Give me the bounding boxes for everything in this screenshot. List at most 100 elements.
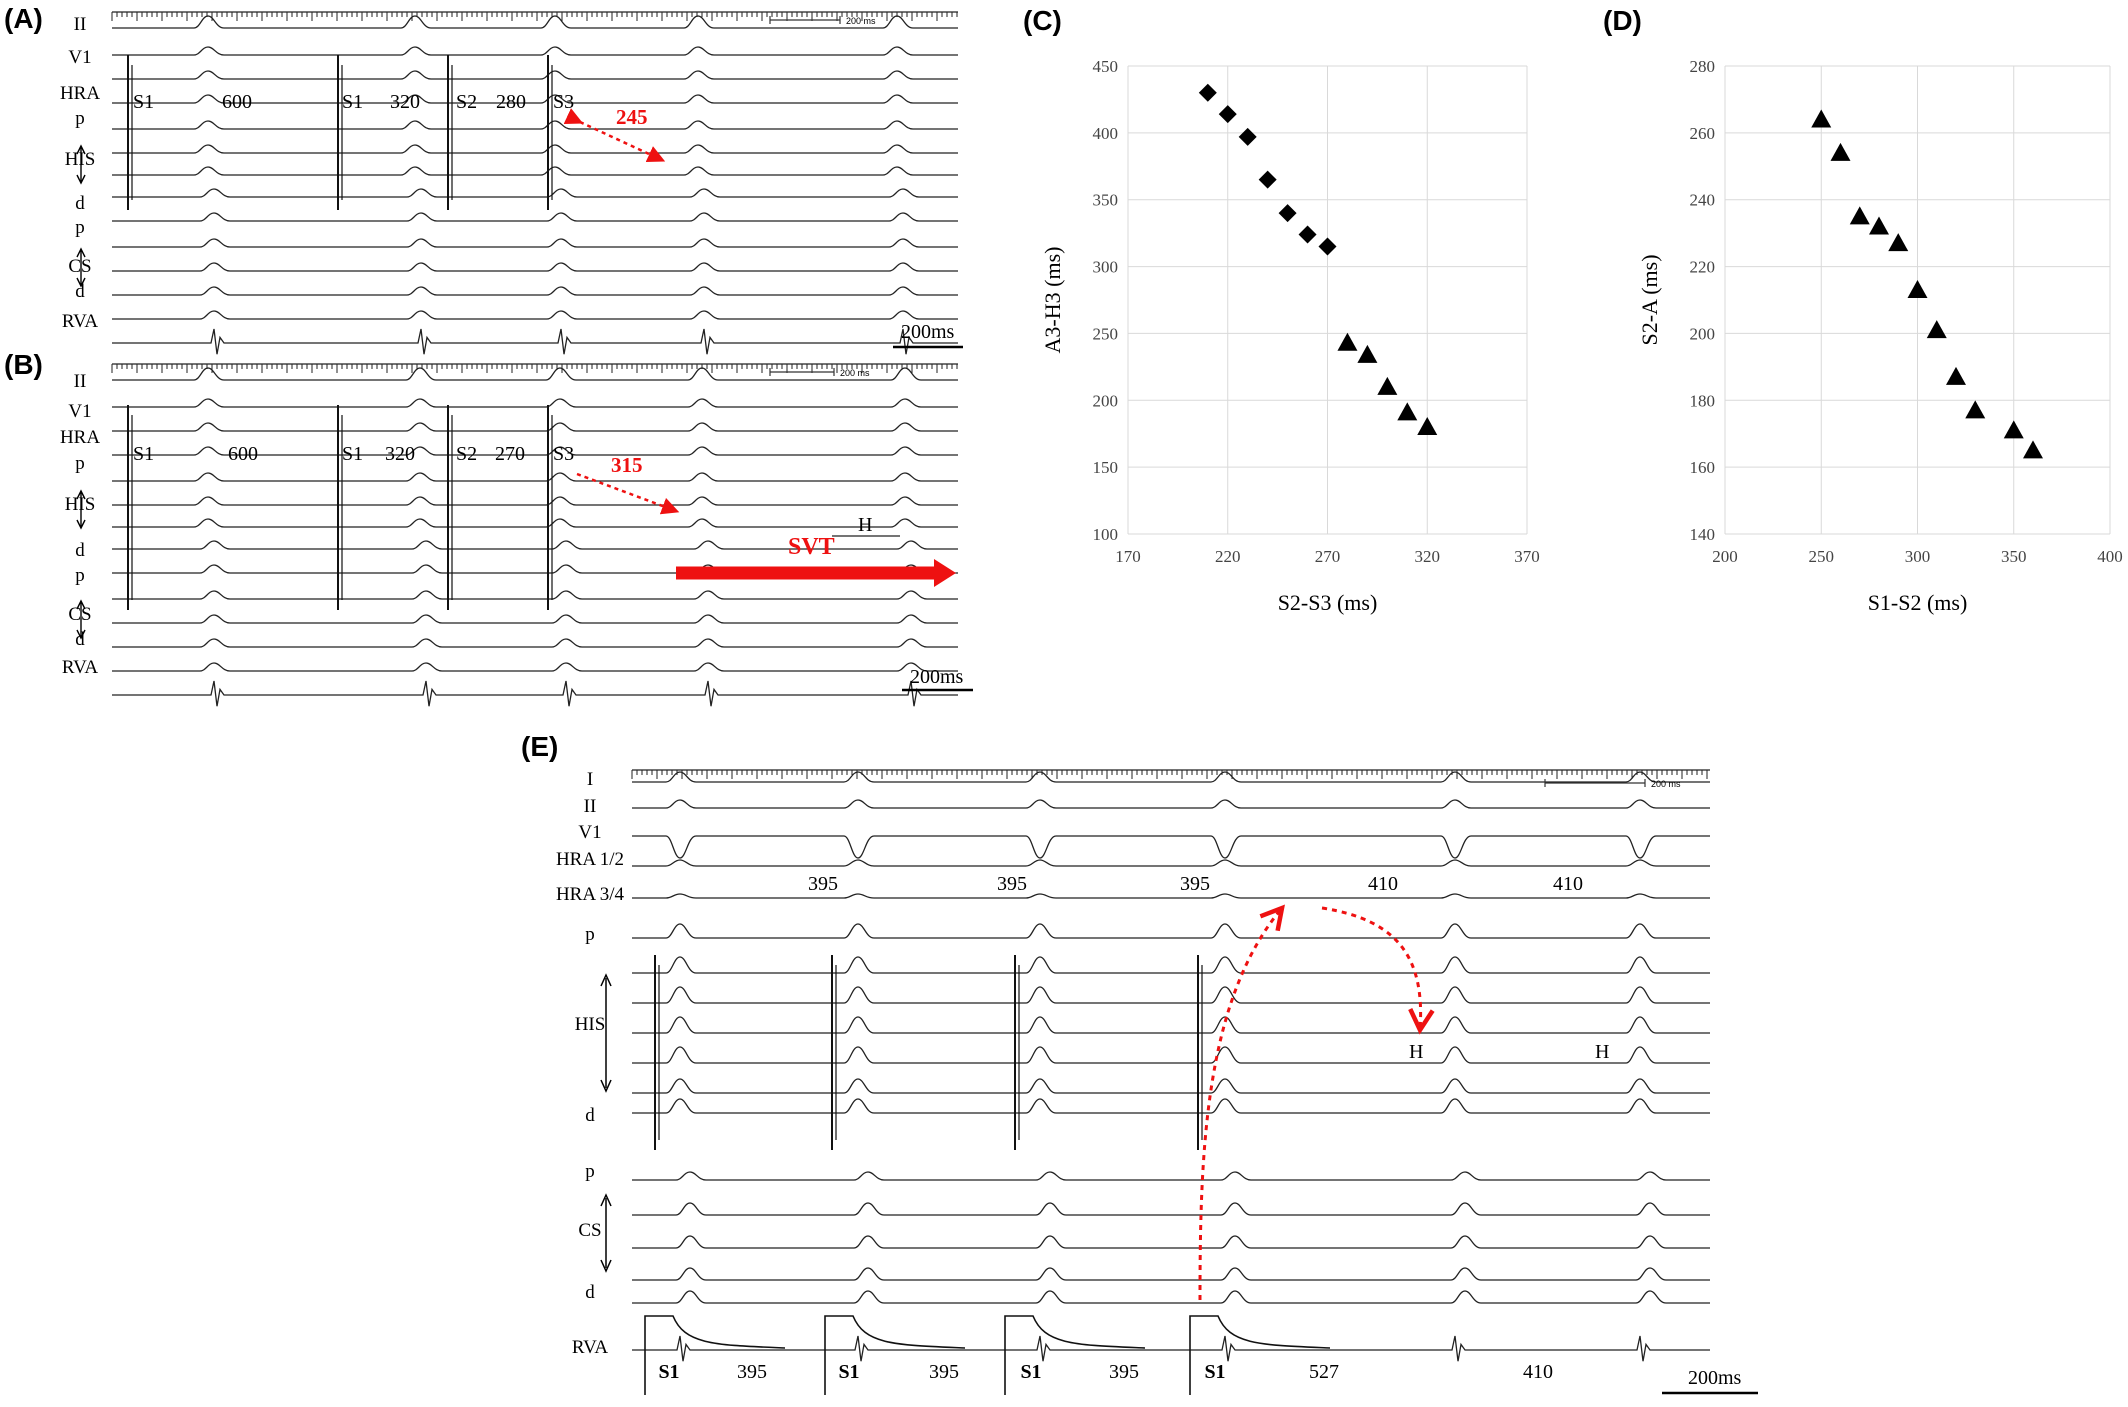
red-dotted-arrow-b (576, 472, 680, 515)
x-tick-label-1: 220 (1215, 547, 1241, 566)
x-tick-label-2: 300 (1905, 547, 1931, 566)
trace-traces-B-4 (112, 472, 958, 482)
panel-c-label: (C) (1023, 5, 1062, 36)
data-point-s0-0 (1198, 83, 1217, 102)
annotation-s3: S3 (553, 91, 574, 113)
trace-traces-B-10 (112, 614, 958, 624)
trace-traces-B-13 (112, 680, 958, 707)
trace-traces-B-0 (112, 367, 958, 381)
x-tick-label-0: 200 (1712, 547, 1738, 566)
trace-traces-A-7 (112, 188, 958, 198)
rva-s1-label-1: S1 (838, 1361, 859, 1383)
y-tick-label-5: 350 (1093, 191, 1119, 210)
trace-traces-E-1 (632, 799, 1710, 809)
lead-label-9: RVA (62, 311, 98, 332)
rva-interval-3: 527 (1309, 1361, 1339, 1383)
trace-traces-E-12 (632, 1171, 1710, 1181)
trace-traces-A-12 (112, 310, 958, 320)
lead-label-4: HIS (65, 494, 96, 515)
data-point-s0-10 (2023, 440, 2043, 459)
svg-text:200 ms: 200 ms (846, 16, 876, 26)
y-tick-label-2: 180 (1690, 391, 1716, 410)
red-dotted-arrow-a (563, 108, 666, 163)
rva-interval-4: 410 (1523, 1361, 1553, 1383)
annotation-s2-b: S2 (456, 443, 477, 465)
panel-a-label: (A) (4, 3, 43, 34)
y-axis-title: S2-A (ms) (1637, 254, 1662, 345)
data-point-s0-2 (1849, 206, 1870, 225)
trace-traces-E-0 (632, 771, 1710, 783)
x-tick-label-0: 170 (1115, 547, 1141, 566)
x-axis-title: S2-S3 (ms) (1278, 590, 1378, 615)
annotation-s1-second: S1 (342, 91, 363, 113)
lead-label-5: d (75, 540, 85, 561)
data-point-s0-3 (1258, 170, 1277, 189)
annotation-red-315: 315 (611, 453, 643, 477)
trace-traces-B-5 (112, 496, 958, 506)
lead-label-2: HRA (60, 83, 100, 104)
lead-label-11: RVA (572, 1337, 608, 1358)
trace-traces-A-4 (112, 120, 958, 130)
annotation-cycle-320-b: 320 (385, 443, 415, 465)
y-tick-label-4: 300 (1093, 258, 1119, 277)
rva-interval-2: 395 (1109, 1361, 1139, 1383)
data-point-s0-6 (1926, 320, 1947, 339)
data-point-s1-1 (1357, 344, 1378, 363)
svt-arrow-head (934, 559, 956, 587)
trace-traces-E-16 (632, 1290, 1710, 1304)
trace-traces-B-2 (112, 422, 958, 432)
y-tick-label-0: 100 (1093, 525, 1119, 544)
scale-label-e: 200ms (1688, 1367, 1742, 1389)
y-axis-title: A3-H3 (ms) (1040, 247, 1065, 354)
data-point-s0-3 (1869, 216, 1889, 235)
rva-s1-label-0: S1 (658, 1361, 679, 1383)
scale-bar-small-b: 200 ms (769, 368, 870, 378)
rva-pacing-pulse-0 (644, 1315, 786, 1395)
trace-traces-A-6 (112, 166, 958, 176)
x-tick-label-3: 320 (1415, 547, 1441, 566)
lead-label-7: CS (68, 604, 91, 625)
y-tick-label-2: 200 (1093, 391, 1119, 410)
y-tick-label-0: 140 (1690, 525, 1716, 544)
annotation-s2: S2 (456, 91, 477, 113)
scale-bar-small-e: 200 ms (1544, 779, 1681, 789)
trace-traces-E-11 (632, 1098, 1710, 1114)
ecg-traces-e (631, 769, 1710, 1395)
data-point-s1-0 (1337, 332, 1358, 351)
y-tick-label-7: 280 (1690, 57, 1716, 76)
trace-traces-B-1 (112, 398, 958, 408)
svg-text:200 ms: 200 ms (1651, 779, 1681, 789)
hra-interval-2: 395 (1180, 873, 1210, 895)
trace-traces-E-5 (632, 923, 1710, 939)
data-point-s1-3 (1397, 402, 1418, 421)
trace-traces-B-9 (112, 590, 958, 600)
trace-traces-A-10 (112, 262, 958, 272)
rva-labels: S1 S1 S1 S1 395 395 395 527 410 (658, 1361, 1553, 1383)
annotation-cycle-280: 280 (496, 91, 526, 113)
lead-label-0: II (74, 14, 87, 35)
data-point-s0-5 (1907, 279, 1928, 298)
hra-interval-0: 395 (808, 873, 838, 895)
rva-interval-0: 395 (737, 1361, 767, 1383)
x-tick-label-1: 250 (1809, 547, 1835, 566)
trace-traces-B-11 (112, 638, 958, 648)
trace-traces-E-13 (632, 1202, 1710, 1216)
lead-label-1: V1 (68, 401, 91, 422)
trace-traces-A-13 (112, 328, 958, 355)
data-point-s0-7 (1946, 366, 1966, 385)
lead-label-1: V1 (68, 47, 91, 68)
trace-traces-A-5 (112, 144, 958, 154)
lead-label-6: p (75, 217, 85, 238)
lead-label-9: RVA (62, 657, 98, 678)
annotation-s3-b: S3 (553, 443, 574, 465)
trace-traces-A-11 (112, 286, 958, 296)
annotation-cycle-320: 320 (390, 91, 420, 113)
hra-interval-labels: 395 395 395 410 410 (808, 873, 1583, 895)
rva-pacing-pulse-2 (1004, 1315, 1146, 1395)
lead-label-10: d (585, 1282, 595, 1303)
panel-c-chart: (C) 100 150 200 250 300 350 400 450 170 220 270 320… (1023, 5, 1540, 615)
trace-traces-E-10 (632, 1078, 1710, 1094)
